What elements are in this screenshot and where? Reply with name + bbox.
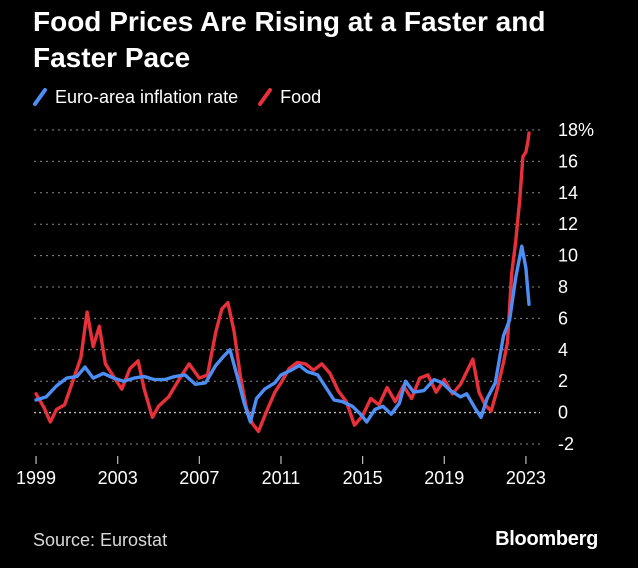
- y-tick-label: 2: [558, 371, 568, 391]
- y-tick-label: 4: [558, 340, 568, 360]
- x-tick-label: 2019: [424, 468, 464, 488]
- y-tick-label: 6: [558, 308, 568, 328]
- y-tick-label: 16: [558, 151, 578, 171]
- inflation-line-icon: [33, 88, 47, 106]
- x-tick-label: 1999: [16, 468, 56, 488]
- chart-title: Food Prices Are Rising at a Faster and F…: [33, 6, 546, 73]
- source-note: Source: Eurostat: [33, 530, 168, 550]
- y-tick-label: 0: [558, 403, 568, 423]
- x-tick-label: 2007: [179, 468, 219, 488]
- legend-item-food: Food: [258, 87, 321, 108]
- food-line-icon: [258, 88, 273, 106]
- y-tick-label: 18%: [558, 120, 594, 140]
- legend-label-inflation: Euro-area inflation rate: [55, 86, 239, 107]
- y-tick-label: 14: [558, 183, 578, 203]
- y-tick-label: -2: [558, 434, 574, 454]
- y-tick-label: 12: [558, 214, 578, 234]
- x-tick-label: 2023: [506, 468, 546, 488]
- food-series-line: [34, 131, 531, 434]
- x-tick-label: 2011: [262, 468, 301, 488]
- chart-legend: Euro-area inflation rate Food: [33, 84, 341, 110]
- x-tick-label: 2003: [98, 468, 138, 488]
- x-tick-label: 2015: [343, 468, 383, 488]
- legend-label-food: Food: [280, 86, 322, 107]
- y-tick-label: 10: [558, 246, 578, 266]
- bloomberg-logo: Bloomberg: [495, 528, 598, 550]
- inflation-series-line: [34, 244, 531, 424]
- y-tick-label: 8: [558, 277, 568, 297]
- legend-item-inflation: Euro-area inflation rate: [33, 87, 238, 108]
